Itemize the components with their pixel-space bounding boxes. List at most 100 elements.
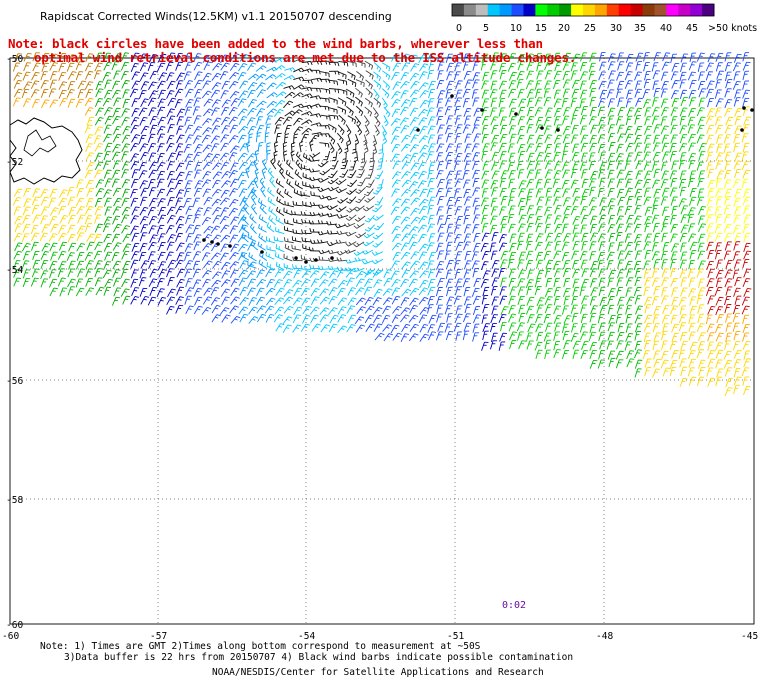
wind-barb bbox=[21, 242, 31, 252]
wind-barb bbox=[237, 171, 247, 181]
wind-barb bbox=[544, 134, 553, 144]
wind-barb bbox=[660, 116, 668, 126]
wind-barb bbox=[130, 161, 140, 170]
wind-barb bbox=[183, 197, 192, 207]
wind-barb bbox=[696, 161, 704, 171]
wind-barb bbox=[248, 316, 259, 324]
wind-barb bbox=[553, 331, 560, 341]
wind-barb bbox=[698, 88, 707, 98]
wind-barb bbox=[472, 72, 481, 82]
wind-barb bbox=[626, 107, 635, 117]
wind-barb bbox=[283, 289, 294, 297]
wind-barb bbox=[607, 224, 616, 233]
wind-barb bbox=[734, 277, 742, 287]
wind-barb bbox=[634, 80, 642, 90]
wind-barb bbox=[401, 224, 412, 233]
wind-barb bbox=[634, 125, 643, 135]
wind-barb bbox=[615, 350, 624, 360]
wind-barb bbox=[85, 70, 94, 80]
wind-barb bbox=[643, 178, 651, 188]
wind-barb bbox=[221, 270, 231, 279]
wind-barb bbox=[653, 52, 661, 62]
wind-barb bbox=[335, 178, 347, 185]
time-label: 0:02 bbox=[502, 600, 527, 611]
wind-barb bbox=[49, 260, 58, 270]
wind-barb bbox=[653, 306, 661, 316]
wind-barb bbox=[148, 107, 157, 117]
wind-barb bbox=[300, 265, 312, 270]
wind-barb bbox=[418, 117, 428, 126]
wind-barb bbox=[661, 223, 669, 233]
wind-barb bbox=[589, 135, 597, 145]
wind-barb bbox=[112, 143, 121, 153]
wind-barb bbox=[463, 322, 472, 332]
wind-barb bbox=[454, 188, 461, 198]
wind-barb bbox=[689, 97, 697, 107]
wind-barb bbox=[589, 268, 598, 278]
wind-barb bbox=[409, 304, 418, 314]
wind-barb bbox=[320, 324, 330, 333]
wind-barb bbox=[292, 297, 303, 306]
wind-barb bbox=[644, 314, 653, 324]
wind-barb bbox=[364, 278, 373, 287]
wind-barb bbox=[724, 269, 733, 279]
wind-barb bbox=[329, 70, 340, 76]
wind-barb bbox=[418, 233, 427, 243]
wind-barb bbox=[23, 251, 31, 261]
wind-barb bbox=[536, 297, 545, 307]
wind-barb bbox=[644, 249, 652, 260]
wind-barb bbox=[364, 97, 373, 108]
wind-barb bbox=[238, 126, 249, 134]
wind-barb bbox=[12, 62, 21, 72]
wind-barb bbox=[247, 125, 257, 135]
wind-barb bbox=[696, 376, 705, 386]
wind-barb bbox=[221, 296, 230, 306]
wind-barb bbox=[284, 125, 292, 135]
wind-barb bbox=[308, 219, 320, 225]
wind-barb bbox=[570, 70, 578, 80]
wind-barb bbox=[696, 196, 705, 206]
wind-barb bbox=[625, 62, 634, 72]
wind-barb bbox=[275, 261, 285, 271]
wind-barb bbox=[157, 98, 166, 108]
wind-barb bbox=[653, 358, 662, 368]
wind-barb bbox=[491, 268, 500, 278]
wind-barb bbox=[175, 189, 185, 199]
wind-barb bbox=[526, 340, 534, 350]
wind-barb bbox=[295, 159, 303, 171]
wind-barb bbox=[545, 187, 553, 198]
wind-barb bbox=[455, 143, 462, 153]
wind-barb bbox=[697, 242, 705, 253]
wind-barb bbox=[653, 350, 661, 360]
wind-barb bbox=[391, 188, 400, 197]
wind-barb bbox=[635, 305, 643, 315]
wind-barb bbox=[369, 152, 374, 163]
wind-barb bbox=[472, 169, 480, 179]
lon-label: -57 bbox=[150, 631, 167, 642]
wind-barb bbox=[166, 171, 175, 180]
wind-barb bbox=[327, 186, 339, 192]
wind-barb bbox=[670, 233, 678, 243]
wind-barb bbox=[40, 88, 49, 98]
wind-barb bbox=[553, 52, 561, 63]
wind-barb bbox=[671, 349, 679, 359]
wind-barb bbox=[311, 323, 321, 332]
wind-barb bbox=[345, 124, 352, 136]
wind-barb bbox=[553, 116, 561, 126]
wind-barb bbox=[482, 98, 490, 108]
wind-barb bbox=[274, 57, 286, 63]
wind-barb bbox=[317, 265, 329, 271]
wind-barb bbox=[210, 135, 220, 144]
wind-barb bbox=[724, 71, 732, 82]
wind-barb bbox=[589, 296, 597, 306]
wind-barb bbox=[689, 79, 697, 90]
wind-barb bbox=[346, 188, 357, 195]
wind-barb bbox=[652, 80, 659, 90]
legend-swatch bbox=[487, 4, 501, 16]
wind-barb bbox=[662, 215, 670, 226]
wind-barb bbox=[598, 71, 607, 81]
wind-barb bbox=[103, 52, 111, 62]
wind-barb bbox=[192, 106, 201, 116]
wind-barb bbox=[499, 70, 507, 80]
wind-barb bbox=[725, 116, 734, 126]
